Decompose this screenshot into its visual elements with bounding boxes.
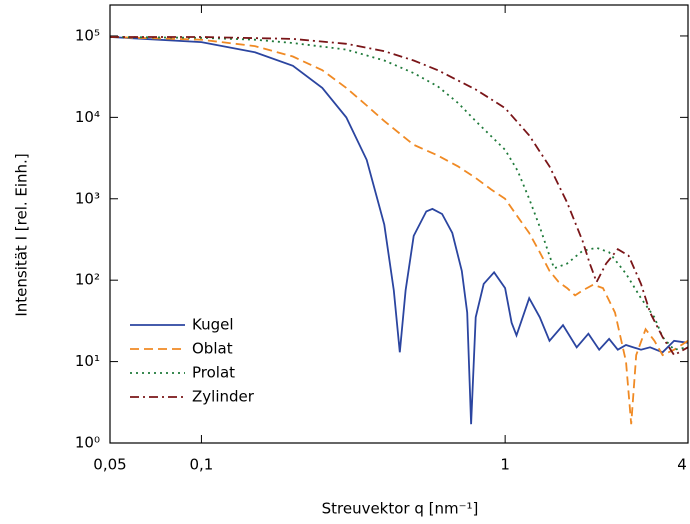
- y-tick-label: 10³: [75, 189, 100, 207]
- legend-label: Zylinder: [192, 388, 255, 406]
- y-tick-label: 10¹: [75, 352, 100, 370]
- x-tick-label: 4: [677, 456, 687, 474]
- legend-label: Kugel: [192, 316, 234, 334]
- series-line: [109, 36, 689, 425]
- y-tick-label: 10⁵: [75, 26, 100, 44]
- x-tick-label: 0,05: [93, 456, 126, 474]
- legend-label: Prolat: [192, 364, 235, 382]
- legend-label: Oblat: [192, 340, 233, 358]
- y-tick-label: 10²: [75, 271, 100, 289]
- y-tick-label: 10⁰: [75, 434, 100, 452]
- series-line: [109, 36, 689, 351]
- x-axis-label: Streuvektor q [nm⁻¹]: [322, 500, 479, 518]
- series-line: [110, 36, 689, 357]
- y-tick-label: 10⁴: [75, 108, 100, 126]
- x-tick-label: 0,1: [189, 456, 213, 474]
- plot-frame: [109, 4, 689, 444]
- x-tick-label: 1: [500, 456, 510, 474]
- series-line: [109, 36, 689, 425]
- y-axis-label: Intensität I [rel. Einh.]: [13, 153, 31, 316]
